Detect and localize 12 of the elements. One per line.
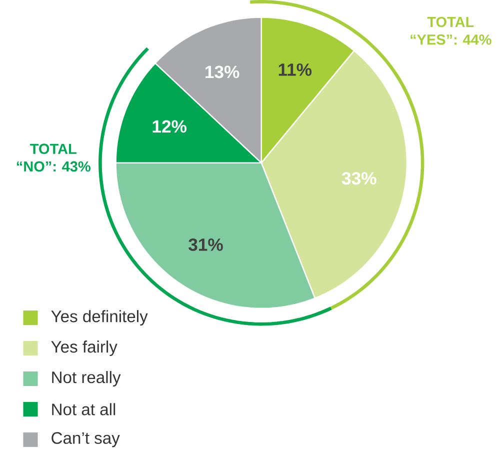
legend-label: Yes definitely xyxy=(51,310,148,326)
legend-label: Yes fairly xyxy=(51,340,118,356)
data-label: 31% xyxy=(188,238,223,252)
legend-label: Not at all xyxy=(52,403,116,416)
data-label: 11% xyxy=(278,64,312,76)
legend-label: Not really xyxy=(52,371,121,387)
legend-label: Can’t say xyxy=(52,432,120,448)
data-label: 13% xyxy=(206,66,240,78)
data-label: 12% xyxy=(152,120,186,133)
text: TOTAL “YES”: 44% xyxy=(410,16,492,45)
data-label: 33% xyxy=(342,172,376,185)
text: TOTAL “NO”: 43% xyxy=(16,144,90,172)
